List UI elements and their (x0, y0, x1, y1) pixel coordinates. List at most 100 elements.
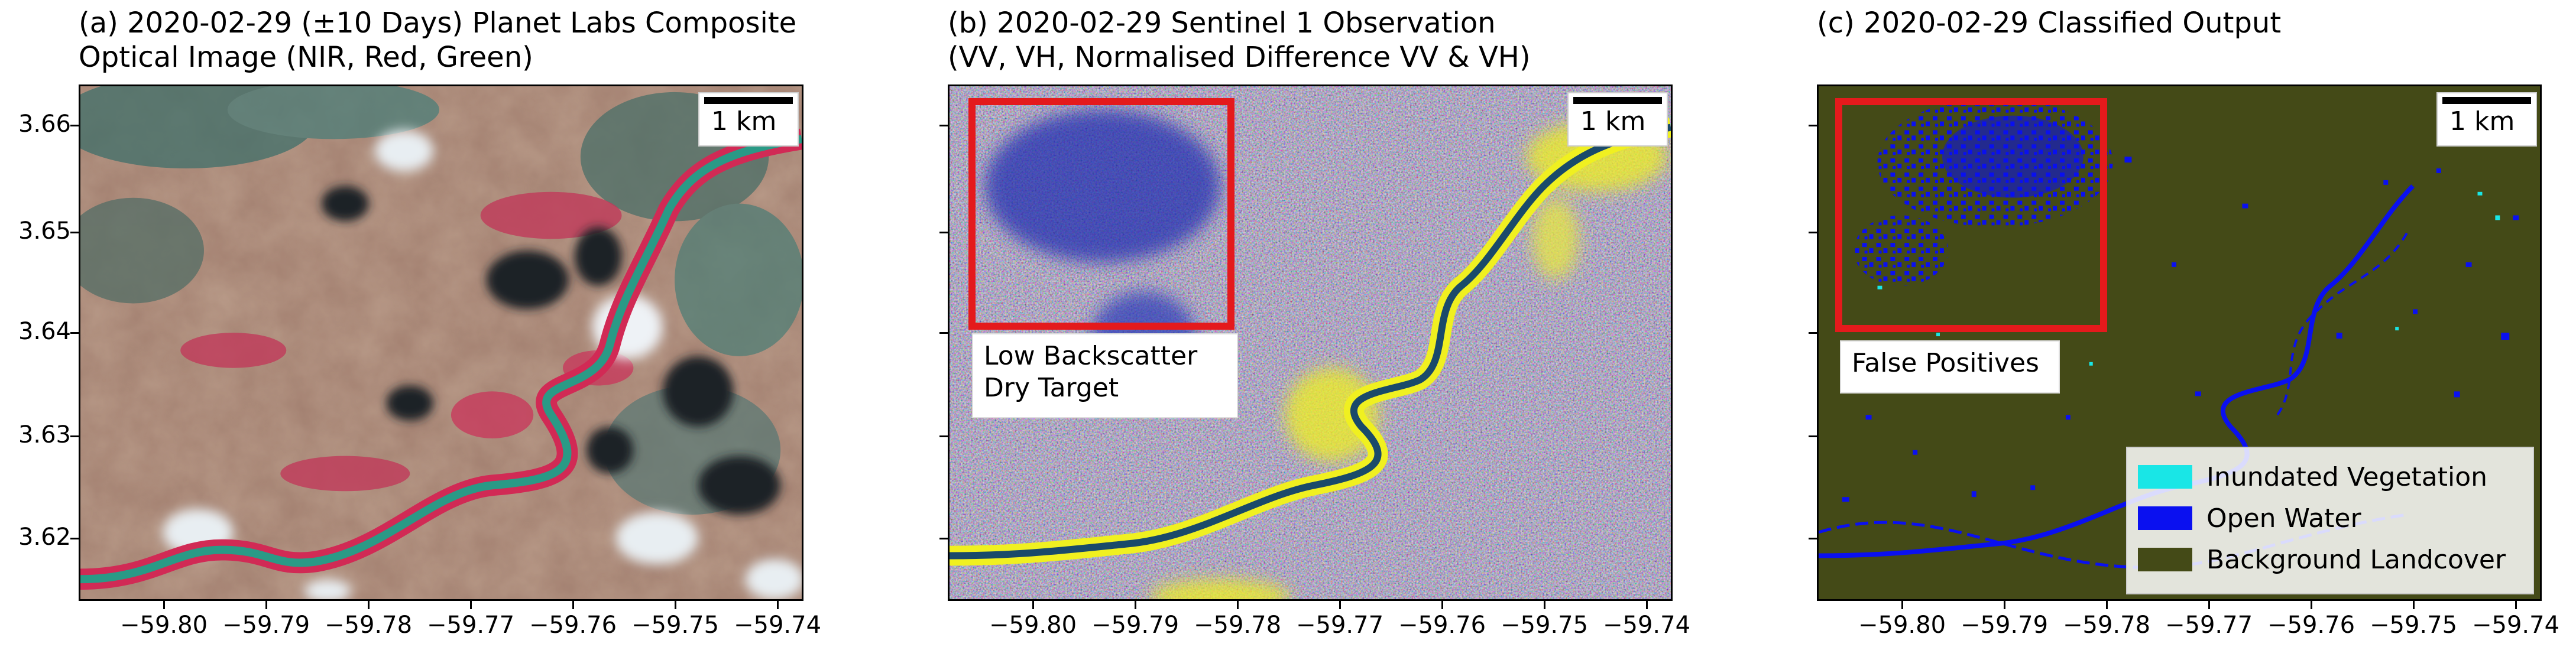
river-channel (950, 123, 1671, 560)
highlight-box-false-positives (1835, 98, 2107, 332)
scale-bar-line (2442, 97, 2531, 104)
annotation-low-backscatter: Low Backscatter Dry Target (972, 333, 1238, 418)
x-tick-label: −59.80 (989, 612, 1077, 639)
x-tick-label: −59.79 (222, 612, 310, 639)
scale-bar-b: 1 km (1567, 92, 1668, 147)
y-tick-mark (939, 538, 948, 539)
scale-bar-line (704, 97, 793, 104)
legend-label: Inundated Vegetation (2206, 461, 2488, 492)
x-tick-label: −59.76 (529, 612, 617, 639)
scale-bar-line (1573, 97, 1662, 104)
panel-a-title-line1: (a) 2020-02-29 (±10 Days) Planet Labs Co… (79, 6, 797, 40)
y-tick-mark (70, 435, 79, 437)
panel-b-title-line2: (VV, VH, Normalised Difference VV & VH) (948, 41, 1531, 74)
highlight-box-low-backscatter (968, 98, 1234, 330)
legend-label: Background Landcover (2206, 544, 2506, 575)
y-tick-mark (939, 125, 948, 126)
x-tick-label: −59.77 (426, 612, 515, 639)
y-tick-mark (1809, 232, 1817, 233)
scale-bar-label: 1 km (711, 106, 777, 136)
x-tick-label: −59.79 (1960, 612, 2049, 639)
panel-a-title: (a) 2020-02-29 (±10 Days) Planet Labs Co… (79, 6, 796, 74)
x-tick-mark (2106, 601, 2108, 609)
annotation-label: False Positives (1852, 348, 2039, 378)
scale-bar-a: 1 km (698, 92, 799, 147)
annotation-false-positives: False Positives (1840, 340, 2060, 394)
x-tick-label: −59.75 (631, 612, 720, 639)
x-tick-label: −59.77 (2165, 612, 2253, 639)
x-tick-label: −59.78 (324, 612, 413, 639)
x-tick-label: −59.75 (1500, 612, 1589, 639)
y-tick-label: 3.64 (18, 318, 71, 345)
x-tick-mark (777, 601, 779, 609)
panel-b-title-line1: (b) 2020-02-29 Sentinel 1 Observation (948, 6, 1496, 40)
x-tick-mark (1441, 601, 1443, 609)
annotation-line1: Low Backscatter (984, 341, 1198, 371)
river-channel (80, 135, 802, 584)
panel-b: (b) 2020-02-29 Sentinel 1 Observation (V… (869, 0, 1726, 647)
x-tick-mark (470, 601, 472, 609)
inundated-vegetation-speckles (1877, 191, 2500, 366)
panel-c: (c) 2020-02-29 Classified Output (1738, 0, 2572, 647)
x-tick-mark (675, 601, 676, 609)
x-tick-label: −59.74 (733, 612, 822, 639)
y-tick-label: 3.62 (18, 524, 71, 551)
x-tick-mark (2311, 601, 2312, 609)
x-tick-mark (368, 601, 370, 609)
x-tick-label: −59.75 (2369, 612, 2458, 639)
y-tick-mark (1809, 435, 1817, 437)
x-tick-label: −59.74 (2471, 612, 2560, 639)
river-open-water (1819, 184, 2415, 558)
y-tick-mark (70, 538, 79, 539)
x-tick-mark (1237, 601, 1239, 609)
x-tick-label: −59.78 (2062, 612, 2151, 639)
y-tick-mark (1809, 332, 1817, 334)
y-tick-mark (939, 232, 948, 233)
x-tick-mark (163, 601, 165, 609)
optical-image-svg (80, 86, 802, 599)
wetland-patches (180, 191, 634, 492)
y-tick-mark (1809, 538, 1817, 539)
x-tick-mark (2515, 601, 2517, 609)
legend-swatch (2138, 506, 2192, 530)
y-tick-mark (70, 232, 79, 233)
y-tick-mark (1809, 125, 1817, 126)
y-tick-mark (939, 332, 948, 334)
x-tick-mark (2208, 601, 2210, 609)
legend-swatch (2138, 548, 2192, 571)
panel-a-title-line2: Optical Image (NIR, Red, Green) (79, 41, 533, 74)
x-tick-mark (1646, 601, 1648, 609)
y-tick-label: 3.65 (18, 217, 71, 245)
water-speckles (1842, 157, 2519, 502)
x-tick-mark (1544, 601, 1545, 609)
x-tick-label: −59.79 (1091, 612, 1180, 639)
legend-item: Background Landcover (2138, 539, 2522, 580)
scale-bar-label: 1 km (1580, 106, 1646, 136)
cloud-shadows (321, 186, 781, 515)
y-tick-label: 3.66 (18, 110, 71, 138)
legend: Inundated Vegetation Open Water Backgrou… (2126, 447, 2534, 594)
sar-image-svg (950, 86, 1671, 599)
x-tick-label: −59.74 (1602, 612, 1691, 639)
x-tick-label: −59.77 (1295, 612, 1384, 639)
y-tick-label: 3.63 (18, 421, 71, 448)
panel-a: (a) 2020-02-29 (±10 Days) Planet Labs Co… (0, 0, 828, 647)
panel-b-title: (b) 2020-02-29 Sentinel 1 Observation (V… (948, 6, 1531, 74)
x-tick-label: −59.80 (1858, 612, 1946, 639)
x-tick-label: −59.78 (1193, 612, 1282, 639)
false-positive-cluster (1854, 97, 2113, 286)
classified-map: False Positives 1 km Inundated Vegetatio… (1817, 84, 2542, 601)
scale-bar-label: 1 km (2449, 106, 2515, 136)
x-tick-mark (1032, 601, 1034, 609)
y-tick-mark (70, 125, 79, 126)
legend-item: Open Water (2138, 498, 2522, 539)
y-tick-mark (939, 435, 948, 437)
panel-c-title: (c) 2020-02-29 Classified Output (1817, 6, 2281, 40)
x-tick-label: −59.80 (119, 612, 208, 639)
legend-label: Open Water (2206, 503, 2361, 534)
x-tick-mark (1901, 601, 1903, 609)
x-tick-label: −59.76 (2267, 612, 2355, 639)
y-tick-mark (70, 332, 79, 334)
x-tick-mark (1135, 601, 1136, 609)
annotation-line2: Dry Target (984, 373, 1119, 403)
